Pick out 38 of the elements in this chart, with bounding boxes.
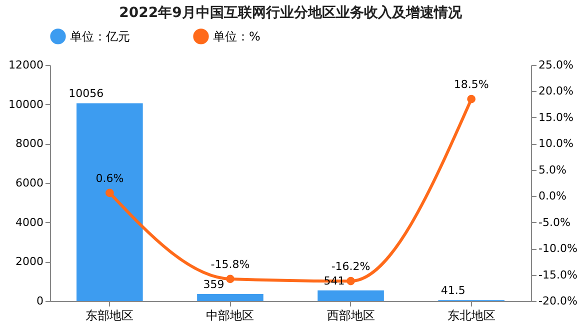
y2-tick-label: 25.0% bbox=[538, 58, 574, 72]
data-label: -16.2% bbox=[331, 260, 370, 274]
x-tick-label: 东北地区 bbox=[447, 308, 496, 322]
point bbox=[467, 94, 476, 104]
data-label: 18.5% bbox=[454, 78, 489, 92]
legend-label: 单位：% bbox=[213, 29, 260, 44]
data-label: -15.8% bbox=[210, 258, 250, 271]
y2-tick-label: 20.0% bbox=[538, 84, 574, 98]
x-tick-label: 中部地区 bbox=[206, 308, 254, 322]
bar bbox=[76, 103, 143, 301]
data-label: 10056 bbox=[68, 87, 104, 100]
x-tick-label: 东部地区 bbox=[86, 308, 134, 322]
y-tick-label: 8000 bbox=[16, 137, 44, 150]
y-tick-label: 0 bbox=[36, 294, 44, 308]
y-tick-label: 10000 bbox=[8, 98, 44, 111]
chart-title: 2022年9月中国互联网行业分地区业务收入及增速情况 bbox=[119, 5, 463, 21]
y2-tick-label: 15.0% bbox=[538, 110, 574, 124]
bar bbox=[197, 294, 264, 301]
y2-tick-label: -5.0% bbox=[538, 216, 570, 229]
legend-label: 单位：亿元 bbox=[70, 29, 130, 44]
data-label: 0.6% bbox=[96, 172, 124, 185]
y2-tick-label: 5.0% bbox=[538, 163, 566, 176]
y-tick-label: 6000 bbox=[16, 176, 44, 190]
y2-tick-label: -15.0% bbox=[538, 268, 578, 282]
bar bbox=[318, 290, 384, 301]
y2-tick-label: -10.0% bbox=[538, 242, 578, 256]
y2-tick-label: -20.0% bbox=[538, 294, 578, 308]
y2-tick-label: 0.0% bbox=[538, 190, 566, 203]
point bbox=[226, 274, 234, 284]
point bbox=[346, 276, 355, 286]
x-tick-label: 西部地区 bbox=[326, 308, 375, 322]
data-label: 41.5 bbox=[440, 284, 466, 298]
y-tick-label: 4000 bbox=[16, 216, 44, 229]
y-tick-label: 2000 bbox=[16, 255, 44, 268]
data-label: 359 bbox=[203, 278, 224, 291]
y-tick-label: 12000 bbox=[8, 58, 44, 72]
y2-tick-label: 10.0% bbox=[538, 137, 574, 150]
point bbox=[105, 188, 114, 198]
